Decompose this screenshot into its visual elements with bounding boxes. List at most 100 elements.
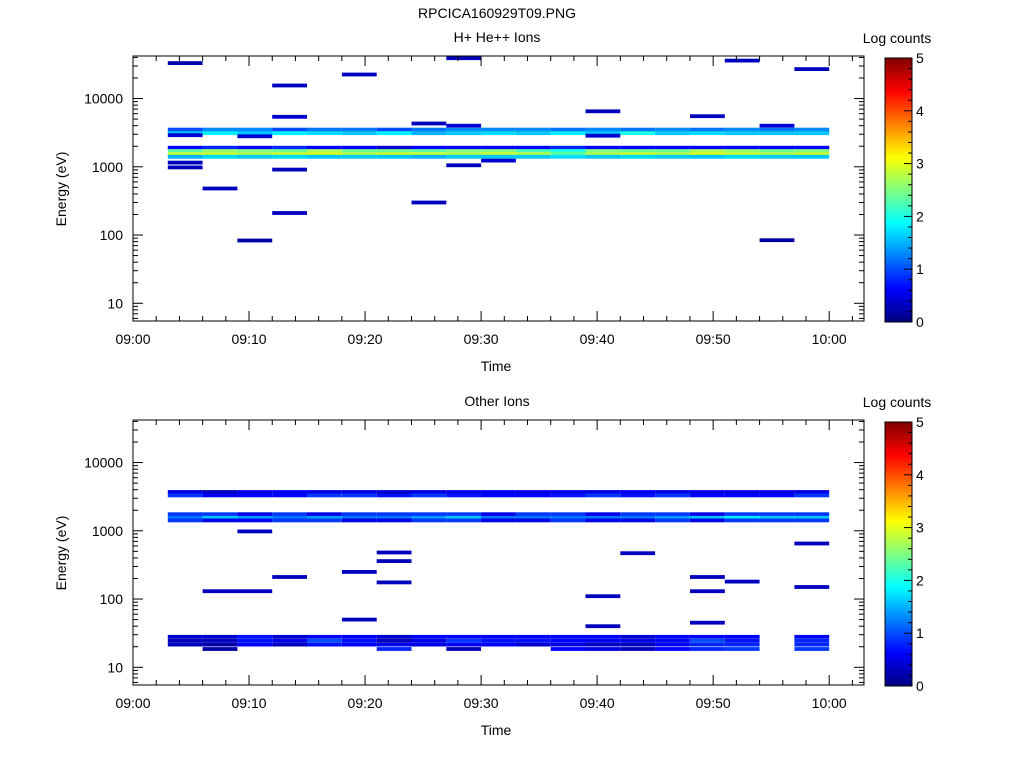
heatmap-cell (481, 151, 516, 156)
heatmap-cell (446, 131, 482, 136)
heatmap-cell (690, 490, 725, 494)
heatmap-cell (237, 638, 273, 643)
heatmap-cell (307, 151, 342, 156)
heatmap-cell (341, 127, 377, 132)
heatmap-cell (237, 134, 273, 139)
heatmap-cell (794, 154, 830, 159)
x-tick-label: 09:50 (696, 331, 731, 347)
heatmap-cell (202, 145, 238, 150)
colorbar-tick-label: 2 (916, 208, 924, 224)
heatmap-cell (759, 518, 795, 523)
heatmap-cell (794, 642, 830, 647)
heatmap-cell (724, 493, 760, 498)
heatmap-cell (481, 131, 516, 136)
colorbar-tick-label: 0 (916, 678, 924, 694)
heatmap-cell (690, 131, 725, 136)
heatmap-cell (411, 200, 447, 205)
heatmap-cell (585, 109, 621, 114)
heatmap-cell (585, 594, 621, 599)
y-tick-label: 10 (107, 295, 123, 311)
heatmap-cell (307, 642, 342, 647)
heatmap-cell (481, 642, 516, 647)
heatmap-cell (307, 127, 342, 132)
heatmap-cell (620, 151, 656, 156)
heatmap-cell (620, 490, 656, 494)
heatmap-cell (376, 127, 412, 132)
heatmap-cell (550, 634, 586, 639)
heatmap-cell (272, 518, 307, 523)
heatmap-cell (376, 550, 412, 555)
heatmap-cell (341, 515, 377, 520)
heatmap-cell (272, 114, 307, 119)
heatmap-cell (550, 127, 586, 132)
heatmap-cell (237, 154, 273, 159)
heatmap-cell (411, 493, 447, 498)
heatmap-cell (167, 127, 203, 132)
heatmap-cell (376, 490, 412, 494)
heatmap-cell (272, 638, 307, 643)
heatmap-cell (515, 493, 551, 498)
heatmap-cell (585, 145, 621, 150)
heatmap-cell (759, 123, 795, 128)
x-tick-label: 09:40 (580, 331, 615, 347)
heatmap-cell (167, 61, 203, 65)
heatmap-cell (690, 149, 725, 153)
heatmap-cell (202, 127, 238, 132)
heatmap-cell (376, 559, 412, 563)
heatmap-cell (620, 642, 656, 647)
heatmap-cell (690, 647, 725, 651)
heatmap-cell (759, 515, 795, 520)
x-tick-label: 10:00 (812, 695, 847, 711)
heatmap-cell (550, 151, 586, 156)
heatmap-cell (690, 127, 725, 132)
heatmap-cell (307, 131, 342, 136)
heatmap-cell (620, 131, 656, 136)
heatmap-cell (794, 493, 830, 498)
x-tick-label: 09:00 (115, 331, 150, 347)
heatmap-cell (794, 145, 830, 150)
heatmap-cell (550, 131, 586, 136)
heatmap-cell (585, 512, 621, 517)
heatmap-cell (585, 638, 621, 643)
heatmap-cell (550, 493, 586, 498)
heatmap-cell (411, 638, 447, 643)
heatmap-cell (794, 634, 830, 639)
panel-title: H+ He++ Ions (454, 29, 541, 45)
heatmap-cell (655, 638, 690, 643)
heatmap-cell (515, 515, 551, 520)
heatmap-cell (655, 131, 690, 136)
heatmap-cell (376, 647, 412, 651)
heatmap-cell (724, 490, 760, 494)
colorbar-label: Log counts (863, 30, 932, 46)
colorbar-tick-label: 1 (916, 625, 924, 641)
heatmap-cell (690, 493, 725, 498)
heatmap-cell (237, 515, 273, 520)
heatmap-cell (585, 131, 621, 136)
heatmap-cell (272, 575, 307, 579)
heatmap-cell (376, 515, 412, 520)
heatmap-cell (620, 493, 656, 498)
heatmap-cell (690, 154, 725, 159)
heatmap-cell (759, 145, 795, 150)
heatmap-cell (515, 634, 551, 639)
heatmap-cell (550, 145, 586, 150)
heatmap-cell (376, 638, 412, 643)
heatmap-cell (411, 149, 447, 153)
heatmap-cell (620, 647, 656, 651)
heatmap-cell (759, 490, 795, 494)
heatmap-cell (481, 493, 516, 498)
figure-title: RPCICA160929T09.PNG (418, 5, 576, 21)
heatmap-cell (272, 211, 307, 215)
heatmap-cell (759, 131, 795, 136)
colorbar-tick-label: 4 (916, 103, 924, 119)
heatmap-cell (794, 518, 830, 523)
heatmap-cell (724, 518, 760, 523)
heatmap-cell (724, 151, 760, 156)
heatmap-cell (620, 127, 656, 132)
heatmap-cell (307, 515, 342, 520)
heatmap-cell (759, 154, 795, 159)
y-axis-label: Energy (eV) (53, 516, 69, 591)
heatmap-cell (655, 647, 690, 651)
colorbar-tick-label: 2 (916, 572, 924, 588)
heatmap-cell (272, 154, 307, 159)
